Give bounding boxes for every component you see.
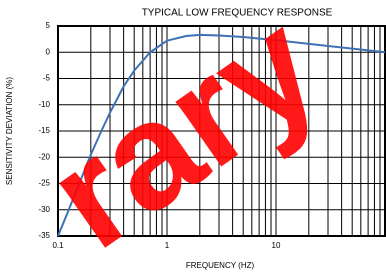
- chart: TYPICAL LOW FREQUENCY RESPONSE FREQUENCY…: [0, 0, 386, 274]
- x-axis-label: FREQUENCY (HZ): [186, 261, 255, 270]
- watermark: rary: [19, 0, 348, 274]
- y-tick-label: -35: [38, 231, 50, 240]
- x-tick-label: 0.1: [52, 241, 64, 250]
- y-tick-label: 5: [46, 21, 51, 30]
- y-tick-label: -5: [43, 74, 51, 83]
- y-tick-label: -30: [38, 205, 50, 214]
- y-axis-label: SENSITIVITY DEVIATION (%): [5, 77, 14, 186]
- y-tick-label: -10: [38, 100, 50, 109]
- x-tick-label: 10: [272, 241, 281, 250]
- y-tick-label: 0: [46, 47, 51, 56]
